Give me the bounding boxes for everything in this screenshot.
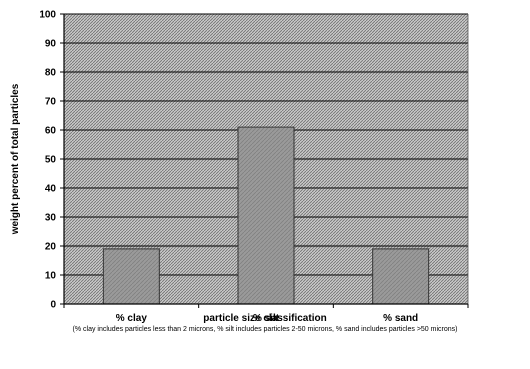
- x-category-labels: % clay % silt % sand: [63, 304, 469, 324]
- y-tick-label: 100: [39, 10, 56, 21]
- y-tick-label: 10: [45, 271, 57, 282]
- bar: [372, 248, 430, 305]
- x-category-label: % sand: [383, 313, 418, 324]
- x-category-label: % silt: [253, 313, 280, 324]
- y-tick-label: 20: [45, 242, 57, 253]
- y-tick-labels: 0 10 20 30 40 50 60 70 80 90 100: [39, 10, 64, 311]
- x-axis-footnote: (% clay includes particles less than 2 m…: [72, 326, 458, 333]
- y-tick-label: 30: [45, 213, 57, 224]
- y-tick-label: 70: [45, 97, 57, 108]
- x-category-label: % clay: [116, 313, 148, 324]
- bar: [237, 126, 295, 305]
- y-axis-label: weight percent of total particles: [10, 83, 21, 235]
- x-axis-label: particle size classification: [203, 313, 327, 324]
- y-tick-label: 50: [45, 155, 57, 166]
- y-tick-label: 80: [45, 68, 57, 79]
- y-tick-label: 60: [45, 126, 57, 137]
- bars: [102, 126, 430, 305]
- bar: [102, 248, 160, 305]
- y-tick-label: 0: [50, 300, 56, 311]
- y-tick-label: 40: [45, 184, 57, 195]
- y-tick-label: 90: [45, 39, 57, 50]
